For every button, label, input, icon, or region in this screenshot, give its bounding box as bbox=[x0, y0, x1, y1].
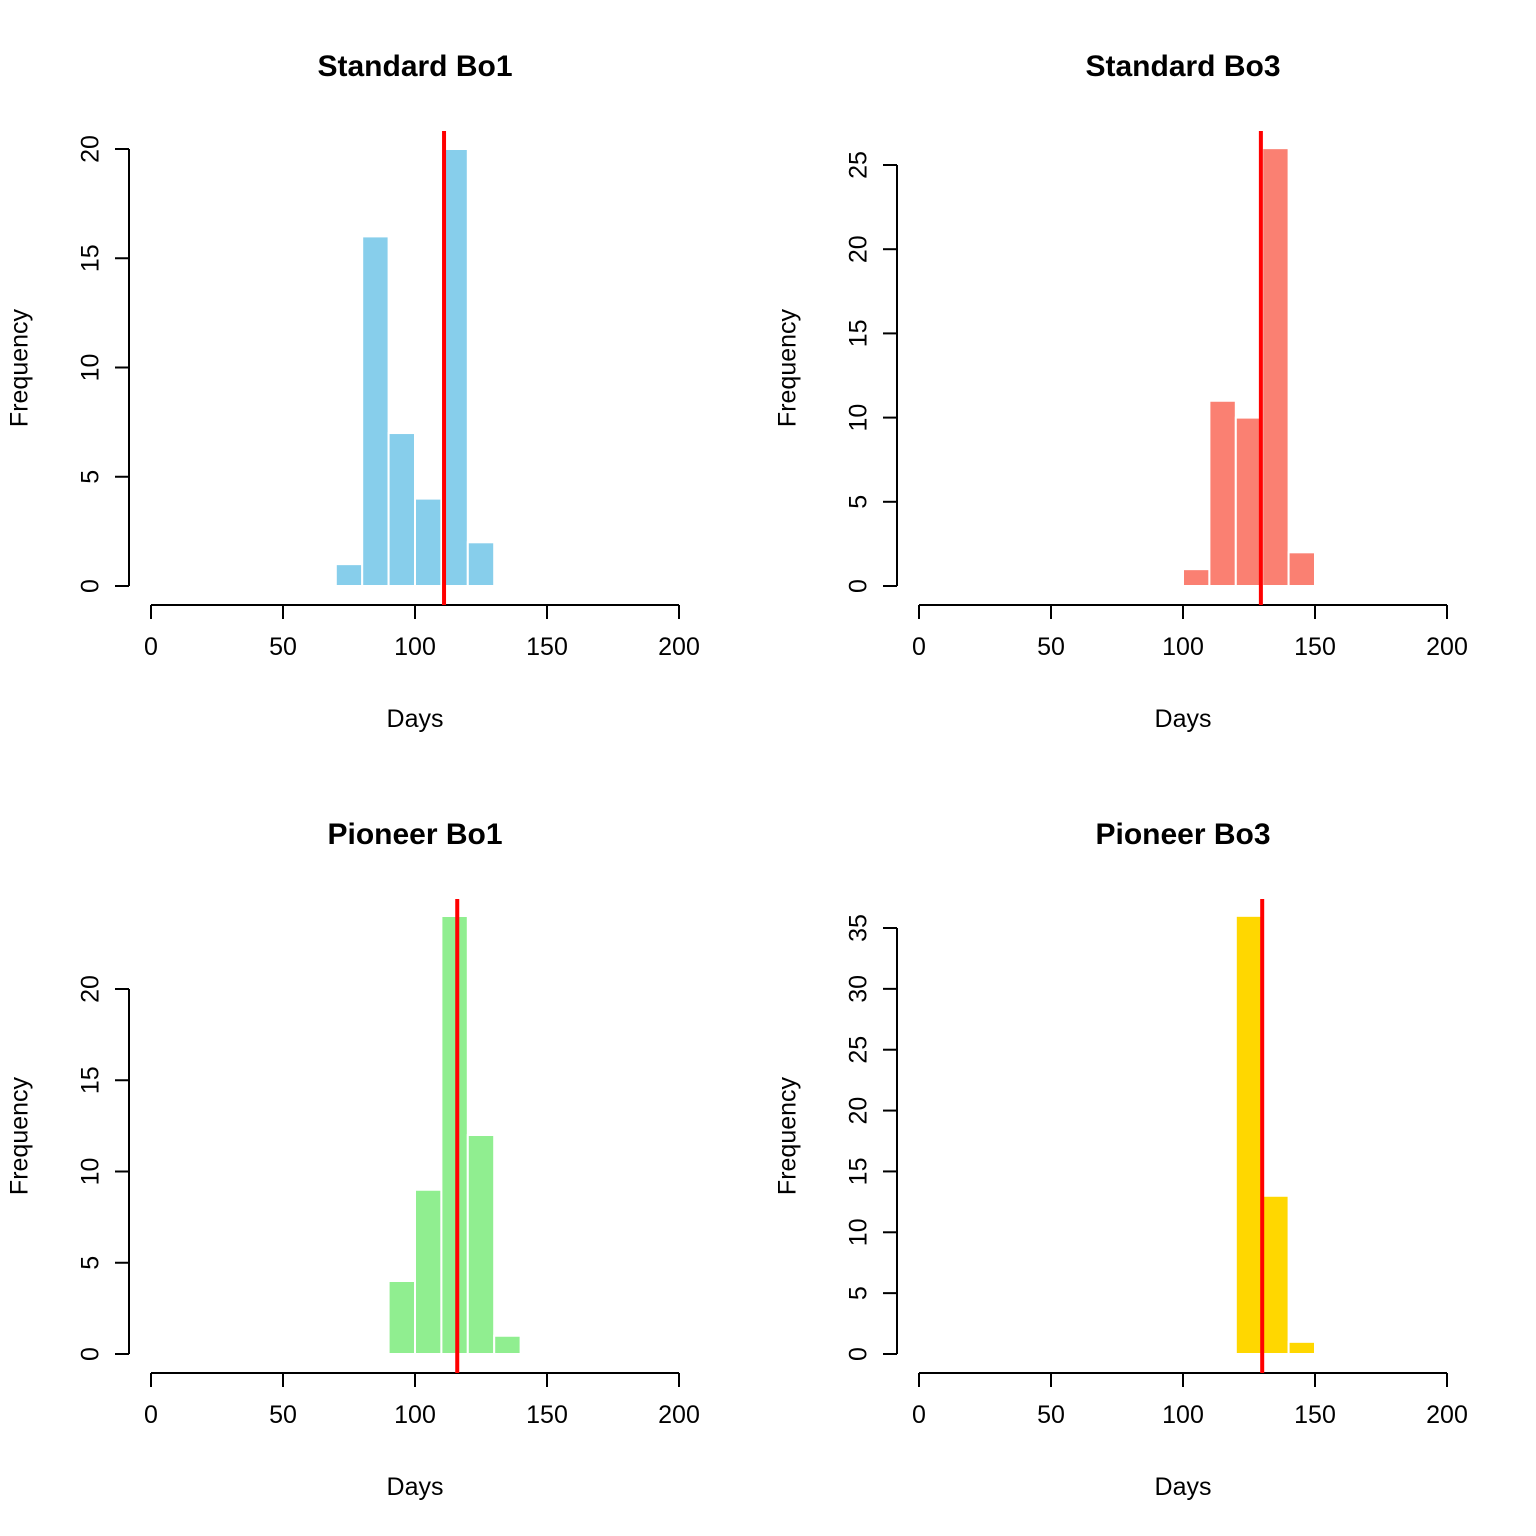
y-tick-label: 20 bbox=[845, 235, 873, 263]
histogram-bar bbox=[1261, 147, 1290, 587]
histogram-bar bbox=[334, 563, 364, 588]
histogram-bar bbox=[493, 1334, 522, 1355]
x-tick-label: 100 bbox=[394, 633, 436, 661]
x-tick-label: 200 bbox=[1426, 633, 1468, 661]
histogram-bar bbox=[466, 541, 496, 587]
histogram-bar bbox=[1182, 568, 1211, 587]
x-tick-label: 100 bbox=[1162, 633, 1204, 661]
y-tick-label: 5 bbox=[77, 1256, 105, 1270]
histogram-bar bbox=[387, 432, 417, 587]
y-axis-label: Frequency bbox=[6, 308, 34, 427]
x-tick-label: 200 bbox=[1426, 1401, 1468, 1429]
y-tick-label: 30 bbox=[845, 975, 873, 1003]
chart-title: Standard Bo3 bbox=[1085, 50, 1280, 83]
x-axis-label: Days bbox=[387, 705, 444, 733]
y-tick-label: 20 bbox=[77, 135, 105, 163]
x-tick-label: 50 bbox=[1037, 633, 1065, 661]
y-tick-label: 10 bbox=[77, 354, 105, 382]
histogram-bar bbox=[1287, 551, 1316, 588]
x-tick-label: 0 bbox=[144, 633, 158, 661]
y-tick-label: 5 bbox=[845, 1286, 873, 1300]
x-tick-label: 50 bbox=[269, 633, 297, 661]
y-tick-label: 35 bbox=[845, 914, 873, 942]
histogram-bar bbox=[1234, 416, 1264, 587]
chart-title: Pioneer Bo3 bbox=[1095, 818, 1270, 851]
y-axis-label: Frequency bbox=[774, 308, 802, 427]
y-tick-label: 25 bbox=[845, 151, 873, 179]
histogram-bar bbox=[440, 915, 469, 1355]
histogram-bar bbox=[1208, 399, 1237, 588]
x-axis-label: Days bbox=[1155, 1473, 1212, 1501]
x-tick-label: 0 bbox=[912, 1401, 926, 1429]
x-tick-label: 0 bbox=[912, 633, 926, 661]
chart-title: Standard Bo1 bbox=[317, 50, 512, 83]
x-tick-label: 200 bbox=[658, 1401, 700, 1429]
x-axis-label: Days bbox=[387, 1473, 444, 1501]
x-tick-label: 200 bbox=[658, 633, 700, 661]
y-axis-label: Frequency bbox=[6, 1076, 34, 1195]
panel-4: Pioneer Bo3 0 50 100 150 200 Days 0 5 10 15 20 25 30 3… bbox=[774, 818, 1468, 1501]
panel-1: Standard Bo1 0 50 100 150 200 Days 0 5 10 15 20 Freq… bbox=[6, 50, 700, 733]
y-tick-label: 25 bbox=[845, 1036, 873, 1064]
chart-title: Pioneer Bo1 bbox=[327, 818, 502, 851]
histogram-bar bbox=[387, 1280, 417, 1355]
histogram-bar bbox=[1287, 1340, 1316, 1356]
y-tick-label: 20 bbox=[77, 975, 105, 1003]
y-tick-label: 15 bbox=[845, 1158, 873, 1186]
y-tick-label: 15 bbox=[77, 1066, 105, 1094]
x-tick-label: 0 bbox=[144, 1401, 158, 1429]
x-tick-label: 100 bbox=[394, 1401, 436, 1429]
histogram-bar bbox=[414, 497, 443, 588]
histogram-bar bbox=[466, 1134, 496, 1355]
histogram-bar bbox=[1234, 914, 1264, 1355]
y-tick-label: 10 bbox=[845, 1218, 873, 1246]
y-tick-label: 5 bbox=[77, 470, 105, 484]
x-tick-label: 150 bbox=[1294, 1401, 1336, 1429]
y-tick-label: 10 bbox=[845, 404, 873, 432]
y-tick-label: 5 bbox=[845, 495, 873, 509]
panel-2: Standard Bo3 0 50 100 150 200 Days 0 5 10 15 20 25 Fr… bbox=[774, 50, 1468, 733]
y-axis-label: Frequency bbox=[774, 1076, 802, 1195]
histogram-bar bbox=[414, 1188, 443, 1355]
x-tick-label: 150 bbox=[526, 633, 568, 661]
x-axis-label: Days bbox=[1155, 705, 1212, 733]
histogram-bar bbox=[361, 235, 390, 587]
panel-3: Pioneer Bo1 0 50 100 150 200 Days 0 5 10 15 20 Frequ… bbox=[6, 818, 700, 1501]
y-tick-label: 0 bbox=[77, 1347, 105, 1361]
y-tick-label: 15 bbox=[845, 319, 873, 347]
y-tick-label: 0 bbox=[77, 579, 105, 593]
x-tick-label: 100 bbox=[1162, 1401, 1204, 1429]
x-tick-label: 50 bbox=[269, 1401, 297, 1429]
x-tick-label: 50 bbox=[1037, 1401, 1065, 1429]
y-tick-label: 10 bbox=[77, 1158, 105, 1186]
y-tick-label: 20 bbox=[845, 1097, 873, 1125]
y-tick-label: 0 bbox=[845, 1347, 873, 1361]
histogram-bar bbox=[1261, 1194, 1290, 1356]
y-tick-label: 0 bbox=[845, 579, 873, 593]
x-tick-label: 150 bbox=[1294, 633, 1336, 661]
y-tick-label: 15 bbox=[77, 244, 105, 272]
x-tick-label: 150 bbox=[526, 1401, 568, 1429]
